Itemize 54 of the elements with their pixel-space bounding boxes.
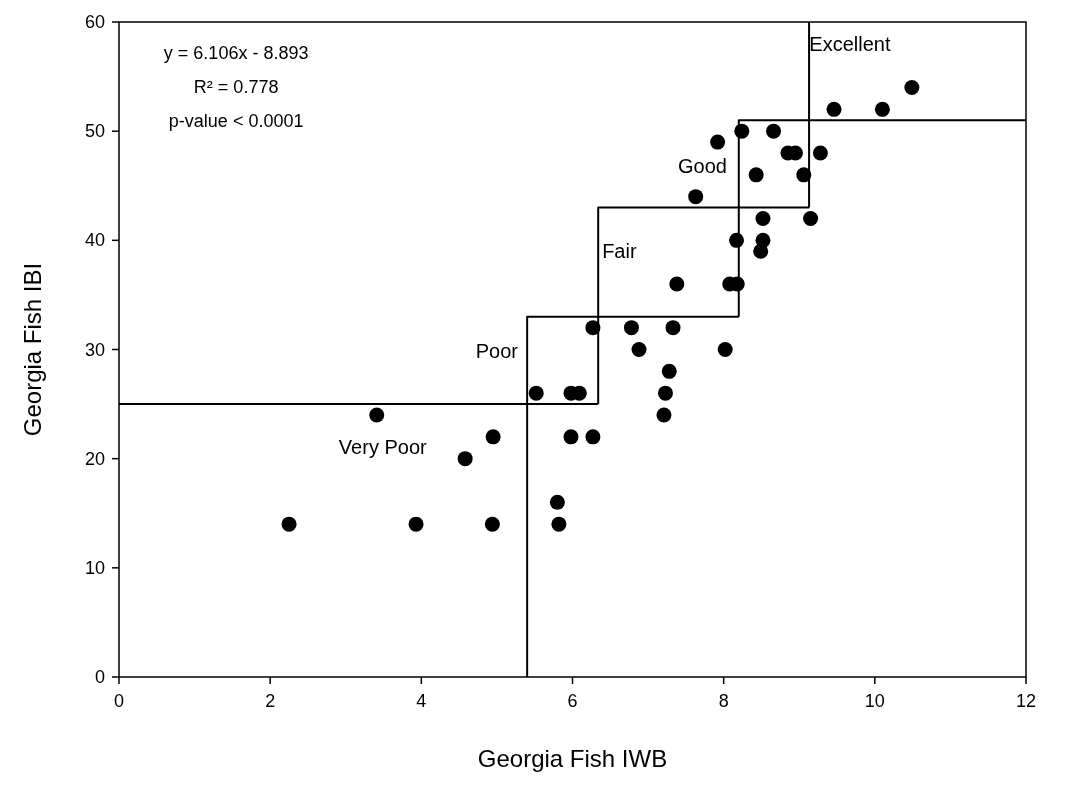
y-tick-label: 50 [84,121,105,142]
point [710,134,726,150]
annotation: Good [678,154,727,177]
annotation: y = 6.106x - 8.893 [163,43,309,64]
y-tick-label: 60 [84,12,105,32]
x-axis-title: Georgia Fish IWB [477,745,668,772]
point [585,429,601,445]
annotation: Fair [602,239,637,262]
point [812,145,828,161]
point [688,189,704,205]
annotation: Poor [475,340,519,363]
point [484,516,500,532]
x-tick-label: 12 [1015,691,1037,711]
point [803,211,819,226]
point [665,320,681,336]
point [485,429,501,445]
point [528,385,544,401]
x-tick-label: 6 [567,691,578,711]
point [753,243,769,259]
point [549,494,565,510]
y-tick-label: 0 [94,667,105,687]
point [766,123,782,139]
y-tick-label: 30 [84,339,105,360]
point [656,407,672,423]
x-tick-label: 2 [265,691,276,711]
point [874,101,890,117]
annotation: p-value < 0.0001 [168,110,304,131]
point [281,516,297,532]
point [457,451,473,467]
y-tick-label: 40 [84,230,105,251]
point [623,320,639,336]
point [748,167,764,183]
point [551,516,567,532]
point [657,385,673,401]
y-tick-label: 20 [84,448,105,469]
point [631,342,647,357]
x-tick-label: 0 [113,691,125,711]
x-tick-label: 4 [416,691,427,711]
point [904,80,920,95]
x-tick-label: 8 [718,691,729,711]
point [755,211,771,226]
point [669,276,685,292]
point [826,101,842,117]
annotation: R² = 0.778 [193,76,279,97]
y-tick-label: 10 [84,557,105,578]
annotation: Excellent [809,33,891,56]
point [661,363,677,379]
x-tick-label: 10 [864,691,885,711]
y-axis-title: Georgia Fish IBI [19,262,46,437]
point [717,342,733,357]
point [563,429,579,445]
point [369,407,385,423]
annotation: Very Poor [338,436,428,459]
point [408,516,424,532]
